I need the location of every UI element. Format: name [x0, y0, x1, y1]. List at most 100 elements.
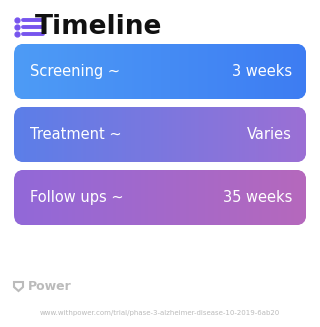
Bar [172, 44, 175, 99]
Bar [119, 107, 122, 162]
Bar [84, 170, 87, 225]
Bar [49, 44, 52, 99]
Bar [272, 170, 276, 225]
Bar [88, 107, 92, 162]
Bar [121, 44, 124, 99]
Bar [23, 107, 26, 162]
Bar [198, 107, 201, 162]
Bar [153, 170, 156, 225]
Bar [198, 170, 201, 225]
Bar [27, 44, 30, 99]
Bar [207, 107, 210, 162]
Bar [242, 44, 245, 99]
Bar [43, 44, 46, 99]
Bar [233, 170, 236, 225]
Bar [65, 170, 68, 225]
Bar [189, 107, 192, 162]
Bar [53, 107, 56, 162]
Bar [166, 44, 169, 99]
Bar [148, 170, 151, 225]
Bar [262, 107, 265, 162]
Bar [58, 44, 61, 99]
Bar [248, 107, 251, 162]
Bar [183, 170, 186, 225]
Bar [269, 170, 272, 225]
Bar [277, 107, 280, 162]
Bar [24, 107, 27, 162]
Bar [170, 44, 173, 99]
Bar [158, 170, 162, 225]
Bar [223, 170, 226, 225]
Bar [196, 44, 199, 99]
Bar [81, 107, 84, 162]
Bar [42, 170, 45, 225]
Bar [271, 107, 274, 162]
Bar [212, 170, 216, 225]
Bar [227, 107, 230, 162]
Bar [27, 170, 30, 225]
Bar [42, 107, 45, 162]
Bar [211, 44, 214, 99]
Bar [302, 170, 305, 225]
Bar [167, 170, 170, 225]
Bar [284, 170, 287, 225]
Bar [65, 44, 68, 99]
Bar [302, 44, 305, 99]
Bar [102, 107, 105, 162]
Bar [150, 107, 153, 162]
Bar [24, 170, 27, 225]
Bar [83, 107, 85, 162]
Bar [303, 107, 306, 162]
Bar [36, 170, 39, 225]
Bar [18, 107, 21, 162]
Bar [214, 170, 217, 225]
Bar [248, 170, 251, 225]
Bar [64, 107, 67, 162]
Bar [162, 44, 164, 99]
Bar [178, 107, 180, 162]
Bar [80, 44, 83, 99]
Text: Treatment ~: Treatment ~ [30, 127, 122, 142]
Bar [195, 107, 198, 162]
Bar [300, 170, 303, 225]
Bar [40, 107, 43, 162]
Bar [167, 107, 170, 162]
Bar [100, 44, 103, 99]
Bar [175, 44, 178, 99]
Bar [15, 107, 19, 162]
Bar [201, 107, 204, 162]
Bar [140, 170, 142, 225]
Bar [261, 170, 264, 225]
Text: Screening ~: Screening ~ [30, 64, 120, 79]
Bar [102, 170, 105, 225]
Bar [179, 44, 182, 99]
Bar [269, 44, 272, 99]
Bar [97, 44, 100, 99]
Bar [294, 107, 297, 162]
Bar [62, 107, 65, 162]
Bar [179, 170, 182, 225]
Bar [71, 107, 74, 162]
Bar [46, 170, 49, 225]
Bar [283, 44, 285, 99]
Bar [26, 107, 29, 162]
Bar [224, 44, 227, 99]
Bar [262, 44, 265, 99]
Bar [83, 44, 85, 99]
Bar [261, 107, 264, 162]
Bar [93, 44, 96, 99]
Bar [253, 44, 256, 99]
Bar [208, 107, 211, 162]
Bar [215, 44, 219, 99]
Bar [285, 44, 289, 99]
Bar [175, 107, 178, 162]
Bar [147, 170, 150, 225]
Bar [147, 107, 150, 162]
Bar [299, 170, 302, 225]
Bar [72, 107, 76, 162]
Bar [242, 170, 245, 225]
Bar [287, 107, 290, 162]
Bar [175, 170, 178, 225]
Bar [150, 44, 153, 99]
Bar [251, 170, 253, 225]
